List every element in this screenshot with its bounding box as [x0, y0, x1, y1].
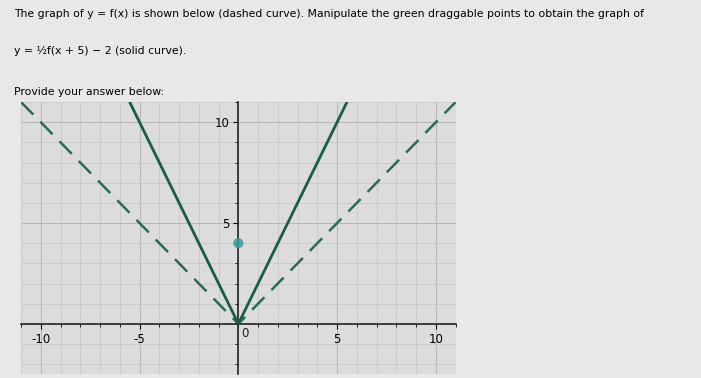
Text: The graph of y = f(x) is shown below (dashed curve). Manipulate the green dragga: The graph of y = f(x) is shown below (da…: [14, 9, 644, 19]
Point: [233, 240, 244, 246]
Text: y = ½f(x + 5) − 2 (solid curve).: y = ½f(x + 5) − 2 (solid curve).: [14, 46, 186, 56]
Text: Provide your answer below:: Provide your answer below:: [14, 87, 164, 97]
Text: 0: 0: [241, 327, 249, 341]
